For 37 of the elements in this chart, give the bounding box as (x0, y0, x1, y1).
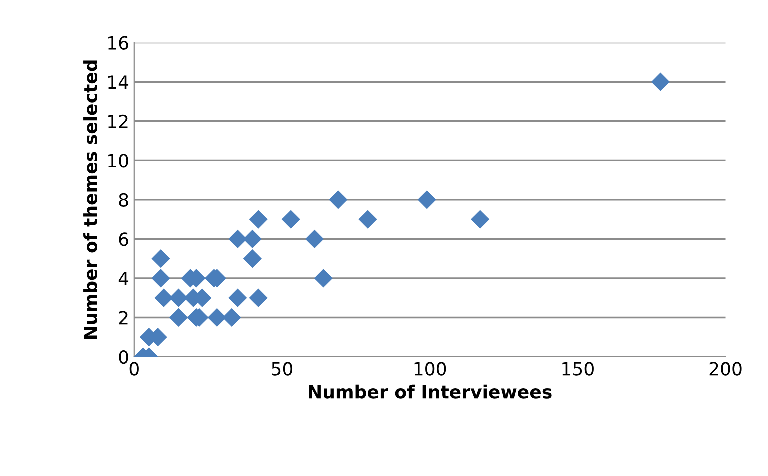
x-tick-label: 200 (710, 362, 742, 376)
point (208, 308, 227, 328)
point (282, 210, 300, 229)
y-tick-label: 8 (119, 193, 128, 208)
point (169, 288, 188, 308)
point (651, 72, 670, 92)
x-tick-label: 0 (130, 362, 139, 376)
y-tick-label: 2 (119, 311, 128, 325)
point (243, 230, 262, 249)
y-tick-label: 16 (108, 36, 128, 50)
x-tick-label: 50 (272, 362, 293, 376)
point (329, 190, 348, 210)
y-tick-label: 6 (119, 232, 128, 246)
point (154, 288, 174, 308)
point (228, 288, 248, 308)
y-tick-label: 14 (108, 76, 129, 89)
point (358, 210, 378, 229)
point (243, 250, 262, 268)
y-tick-label: 10 (108, 154, 128, 168)
point (228, 230, 248, 249)
point (152, 250, 170, 268)
point (314, 269, 333, 288)
point (249, 288, 268, 308)
x-tick-label: 150 (562, 362, 594, 376)
y-axis-title: Number of themes selected (84, 60, 98, 339)
point (222, 308, 242, 328)
x-axis-title: Number of Interviewees (309, 384, 552, 399)
point (305, 230, 324, 249)
y-tick-label: 12 (108, 114, 128, 128)
y-tick-label: 0 (119, 350, 128, 364)
point (169, 308, 188, 328)
y-tick-label: 4 (118, 272, 129, 286)
point (249, 210, 268, 229)
point (418, 190, 436, 210)
point (152, 269, 170, 288)
point (471, 210, 490, 229)
x-tick-label: 100 (414, 362, 446, 376)
